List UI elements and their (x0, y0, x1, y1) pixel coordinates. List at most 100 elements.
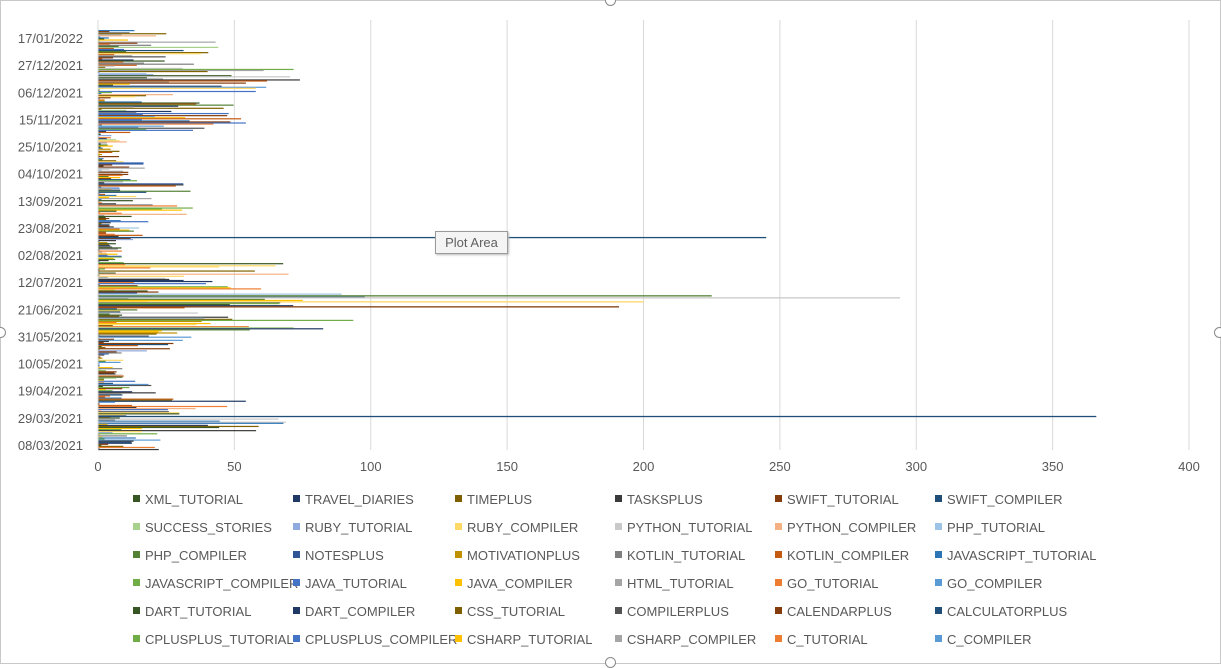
legend-item[interactable]: NOTESPLUS (293, 548, 384, 563)
legend-item[interactable]: JAVASCRIPT_COMPILER (133, 576, 298, 591)
legend-item[interactable]: TASKSPLUS (615, 492, 703, 507)
bar (98, 321, 117, 324)
bar (98, 190, 191, 192)
legend-label: COMPILERPLUS (627, 604, 729, 619)
bar (98, 129, 193, 131)
legend-item[interactable]: TRAVEL_DIARIES (293, 492, 414, 507)
legend-item[interactable]: C_COMPILER (935, 632, 1032, 647)
legend-item[interactable]: PHP_COMPILER (133, 548, 247, 563)
legend-item[interactable]: CALENDARPLUS (775, 604, 892, 619)
bar (98, 32, 130, 34)
bar (98, 212, 122, 214)
legend-item[interactable]: C_TUTORIAL (775, 632, 868, 647)
bar (98, 372, 115, 374)
bar (98, 420, 220, 422)
bar (98, 257, 114, 260)
bar (98, 160, 117, 162)
legend-item[interactable]: XML_TUTORIAL (133, 492, 243, 507)
bar (98, 171, 129, 173)
bar (98, 307, 185, 309)
bar (98, 409, 168, 411)
legend-item[interactable]: MOTIVATIONPLUS (455, 548, 580, 563)
legend-item[interactable]: JAVA_COMPILER (455, 576, 573, 591)
bar (98, 369, 101, 371)
bar (98, 267, 151, 269)
legend-item[interactable]: PYTHON_TUTORIAL (615, 520, 752, 535)
bar (98, 368, 123, 370)
legend-item[interactable]: HTML_TUTORIAL (615, 576, 734, 591)
bar (98, 38, 105, 40)
legend-item[interactable]: CSS_TUTORIAL (455, 604, 565, 619)
bar (98, 423, 108, 425)
legend-label: C_COMPILER (947, 632, 1032, 647)
legend-item[interactable]: RUBY_TUTORIAL (293, 520, 412, 535)
bar (98, 51, 127, 53)
bar (98, 152, 100, 155)
bar (98, 361, 121, 363)
legend-item[interactable]: PYTHON_COMPILER (775, 520, 916, 535)
bar (98, 343, 169, 346)
legend-item[interactable]: JAVASCRIPT_TUTORIAL (935, 548, 1097, 563)
bar (98, 167, 145, 169)
legend-label: JAVA_TUTORIAL (305, 576, 407, 591)
legend-item[interactable]: CPLUSPLUS_COMPILER (293, 632, 457, 647)
legend-item[interactable]: GO_TUTORIAL (775, 576, 879, 591)
bar (98, 72, 100, 74)
resize-handle-right[interactable] (1214, 327, 1221, 338)
legend-item[interactable]: DART_TUTORIAL (133, 604, 251, 619)
legend-item[interactable]: RUBY_COMPILER (455, 520, 578, 535)
bar (98, 82, 246, 84)
legend-swatch (293, 635, 300, 642)
legend-label: KOTLIN_COMPILER (787, 548, 909, 563)
bar (98, 354, 105, 356)
bar (98, 58, 103, 60)
legend-item[interactable]: CSHARP_COMPILER (615, 632, 756, 647)
bar (98, 349, 100, 351)
bar (98, 411, 169, 413)
legend-item[interactable]: PHP_TUTORIAL (935, 520, 1045, 535)
legend-item[interactable]: SWIFT_COMPILER (935, 492, 1063, 507)
legend-item[interactable]: JAVA_TUTORIAL (293, 576, 407, 591)
resize-handle-bottom[interactable] (605, 657, 616, 668)
bar (98, 253, 118, 255)
bar (98, 174, 123, 177)
bar (98, 404, 133, 407)
legend-item[interactable]: COMPILERPLUS (615, 604, 729, 619)
bar (98, 83, 130, 85)
bar (98, 422, 284, 424)
bar (98, 232, 107, 234)
legend-item[interactable]: GO_COMPILER (935, 576, 1042, 591)
bar (98, 436, 103, 438)
bar (98, 91, 112, 94)
legend-item[interactable]: CPLUSPLUS_TUTORIAL (133, 632, 294, 647)
bar (98, 65, 115, 67)
bar (98, 286, 228, 288)
bar (98, 231, 106, 233)
legend-swatch (133, 523, 140, 530)
bar (98, 261, 100, 263)
bar (98, 362, 100, 365)
legend-item[interactable]: CALCULATORPLUS (935, 604, 1067, 619)
bar (98, 136, 100, 138)
bar (98, 360, 106, 362)
bar (98, 388, 123, 390)
bar (98, 89, 100, 92)
legend-item[interactable]: KOTLIN_TUTORIAL (615, 548, 745, 563)
bar (98, 204, 153, 206)
legend-item[interactable]: CSHARP_TUTORIAL (455, 632, 592, 647)
bar (98, 318, 233, 320)
legend-item[interactable]: TIMEPLUS (455, 492, 532, 507)
legend-item[interactable]: SUCCESS_STORIES (133, 520, 272, 535)
legend-label: RUBY_COMPILER (467, 520, 578, 535)
legend: XML_TUTORIAL TRAVEL_DIARIES TIMEPLUS TASKSP… (133, 492, 1097, 647)
bar (98, 84, 113, 86)
legend-item[interactable]: SWIFT_TUTORIAL (775, 492, 899, 507)
legend-swatch (455, 635, 462, 642)
legend-swatch (615, 523, 622, 530)
legend-item[interactable]: DART_COMPILER (293, 604, 415, 619)
bar (98, 123, 214, 125)
bar (98, 76, 291, 78)
bar (98, 389, 106, 391)
legend-item[interactable]: KOTLIN_COMPILER (775, 548, 909, 563)
